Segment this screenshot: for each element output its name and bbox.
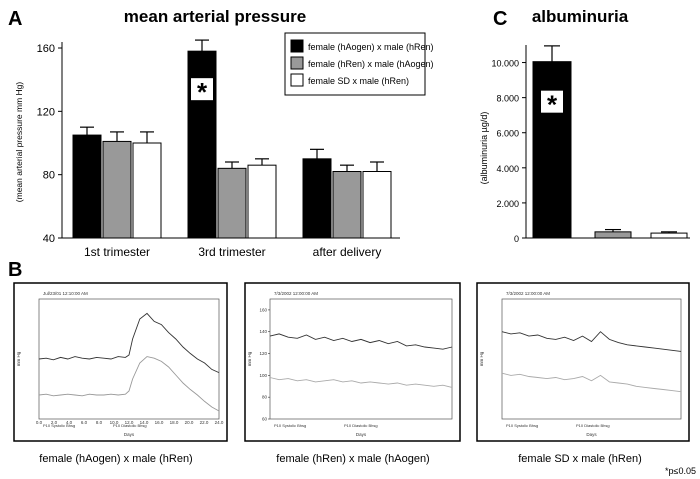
telemetry-trace-SD-x-hRen: 7/3/2002 12:00:00 AM mm Hg Days P10 Systoli… (476, 282, 690, 442)
trace-legend-text: P10 Diastolic Bhsg (344, 423, 378, 428)
albuminuria-bar-chart: 0 2.000 4.000 6.000 8.000 10.000 * (491, 45, 690, 244)
x-tick-label: 0.0 (36, 420, 43, 425)
x-tick-label: 20.0 (185, 420, 194, 425)
pressure-chart-ylabel: (mean arterial pressure mm Hg) (14, 82, 24, 203)
x-tick-label: 6.0 (81, 420, 88, 425)
y-tick-label: 4.000 (496, 164, 519, 174)
plot-area (501, 298, 682, 420)
bar (532, 61, 572, 239)
trace-line (501, 372, 682, 393)
y-tick-label: 0 (514, 234, 519, 244)
bar (132, 142, 162, 239)
y-tick-label: 6.000 (496, 129, 519, 139)
y-tick-label: 120 (259, 351, 267, 356)
y-tick-label: 100 (259, 373, 267, 378)
telemetry-trace-hRen-x-hAogen: 7/3/2002 12:00:00 AM mm Hg Days P10 Systoli… (244, 282, 461, 442)
trace-line (269, 333, 453, 350)
trace-line (38, 312, 220, 374)
trace-legend-text: P10 Systolic Bhsg (506, 423, 538, 428)
x-tick-label: after delivery (313, 245, 382, 259)
bar (72, 134, 102, 239)
legend-label: female SD x male (hRen) (308, 76, 409, 86)
x-tick-label: 8.0 (96, 420, 103, 425)
bar (362, 171, 392, 239)
y-tick-label: 140 (259, 329, 267, 334)
legend: female (hAogen) x male (hRen) female (hRe… (284, 32, 434, 96)
y-tick-label: 2.000 (496, 199, 519, 209)
bar (217, 167, 247, 239)
bar (650, 232, 688, 239)
legend-swatch (290, 39, 304, 53)
significance-note: *p≤0.05 (665, 466, 696, 476)
trace-legend-text: P10 Diastolic Bhsg (113, 423, 147, 428)
trace-line (501, 331, 682, 352)
albuminuria-chart-ylabel: (albuminuria µg/d) (479, 112, 489, 185)
bar (102, 140, 132, 239)
bar (247, 164, 277, 239)
panel-label-a: A (8, 8, 22, 30)
x-tick-label: 3rd trimester (198, 245, 265, 259)
y-tick-label: 60 (262, 417, 268, 422)
trace-ylabel: mm Hg (16, 351, 21, 366)
pressure-chart-title: mean arterial pressure (124, 7, 306, 26)
albuminuria-chart-title: albuminuria (532, 7, 629, 26)
x-tick-label: 16.0 (155, 420, 164, 425)
x-tick-label: 14.0 (140, 420, 149, 425)
significance-star: * (547, 90, 558, 120)
trace-xlabel: Days (586, 432, 597, 437)
legend-label: female (hRen) x male (hAogen) (308, 59, 434, 69)
panel-label-c: C (493, 8, 507, 30)
legend-swatch (290, 73, 304, 87)
x-tick-label: 22.0 (200, 420, 209, 425)
legend-swatch (290, 56, 304, 70)
legend-box (284, 32, 426, 96)
trace-caption-1: female (hAogen) x male (hRen) (39, 453, 192, 465)
y-tick-label: 10.000 (491, 59, 519, 69)
x-tick-label: 24.0 (215, 420, 224, 425)
trace-line (269, 377, 453, 388)
x-tick-label: 1st trimester (84, 245, 150, 259)
telemetry-trace-hAogen-x-hRen: Jul/23/01 12:10:00 AM mm Hg Days P10 Systol… (13, 282, 228, 442)
y-tick-label: 160 (259, 307, 267, 312)
significance-box (541, 90, 563, 113)
x-tick-label: 10.0 (110, 420, 119, 425)
trace-ylabel: mm Hg (479, 351, 484, 366)
pressure-bar-chart: 40 80 120 160 1st trimester 3rd trimester afte… (37, 32, 434, 259)
y-tick-label: 8.000 (496, 94, 519, 104)
y-tick-label: 80 (43, 170, 55, 182)
plot-area (269, 298, 453, 420)
trace-xlabel: Days (356, 432, 367, 437)
panel-label-b: B (8, 259, 22, 281)
trace-header: 7/3/2002 12:00:00 AM (274, 291, 318, 296)
significance-box (191, 78, 213, 101)
y-tick-label: 80 (262, 395, 268, 400)
bar (332, 171, 362, 239)
trace-ylabel: mm Hg (247, 351, 252, 366)
trace-caption-2: female (hRen) x male (hAogen) (276, 453, 429, 465)
legend-label: female (hAogen) x male (hRen) (308, 42, 434, 52)
significance-star: * (197, 77, 208, 107)
x-tick-label: 2.0 (51, 420, 58, 425)
trace-legend-text: P10 Systolic Bhsg (274, 423, 306, 428)
bar (594, 231, 632, 239)
bar (302, 158, 332, 239)
x-tick-label: 18.0 (170, 420, 179, 425)
trace-header: Jul/23/01 12:10:00 AM (43, 291, 88, 296)
trace-caption-3: female SD x male (hRen) (518, 453, 642, 465)
trace-legend-text: P10 Systolic Bhsg (43, 423, 75, 428)
trace-xlabel: Days (124, 432, 135, 437)
trace-line (38, 356, 220, 412)
trace-legend-text: P10 Diastolic Bhsg (576, 423, 610, 428)
y-tick-label: 160 (37, 43, 55, 55)
x-tick-label: 12.0 (125, 420, 134, 425)
y-tick-label: 120 (37, 106, 55, 118)
trace-header: 7/3/2002 12:00:00 AM (506, 291, 550, 296)
y-tick-label: 40 (43, 233, 55, 245)
x-tick-label: 4.0 (66, 420, 73, 425)
